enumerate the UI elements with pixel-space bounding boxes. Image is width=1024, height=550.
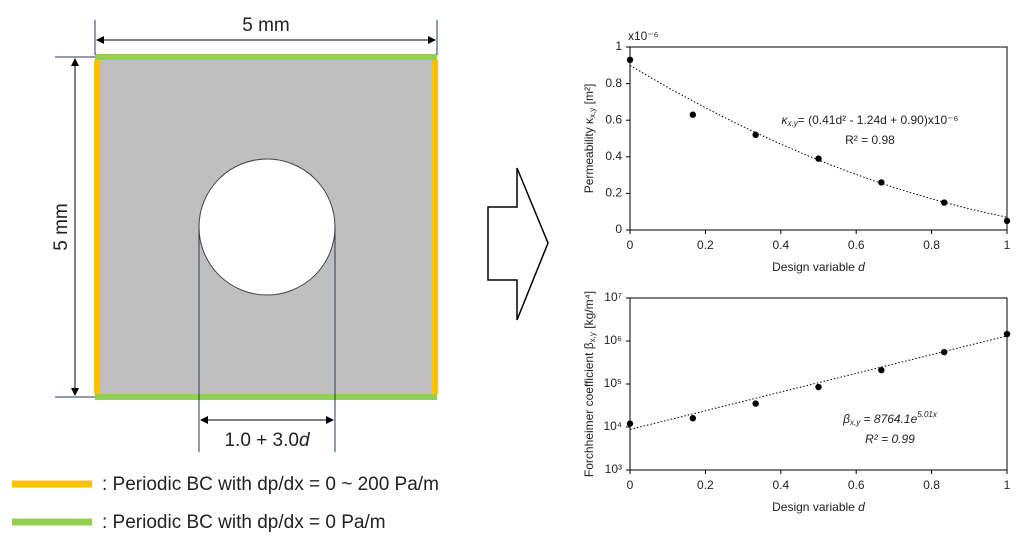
data-point [940,199,948,206]
x-tick-label: 0.8 [923,478,940,492]
y-axis-label: Forchheimer coefficient βx,y [kg/m⁴] [582,291,597,477]
data-point [815,383,822,391]
y-tick-label: 10⁵ [604,376,622,390]
x-tick-label: 0 [627,238,634,252]
data-point [878,366,885,374]
legend-label: : Periodic BC with dp/dx = 0 Pa/m [102,512,386,533]
data-point [815,155,822,162]
data-point [626,420,634,427]
data-point [752,131,759,139]
hole-dimension: 1.0 + 3.0d [224,430,310,451]
data-point [689,111,697,118]
r-squared: R² = 0.98 [845,133,895,147]
y-tick-label: 0.8 [605,76,622,90]
data-point [1003,217,1011,225]
fit-equation: κx,y= (0.41d² - 1.24d + 0.90)x10⁻⁶ [782,113,959,128]
x-tick-label: 0.2 [697,238,714,252]
data-point [878,179,885,186]
data-point [940,348,948,356]
data-point [626,56,634,64]
x-tick-label: 0.4 [772,238,789,252]
x-axis-label: Design variable d [772,500,865,514]
x-tick-label: 0.4 [772,478,789,492]
y-tick-label: 10³ [605,462,622,476]
y-tick-label: 10⁶ [604,333,622,347]
axis-multiplier: x10⁻⁶ [628,29,659,43]
x-axis-label: Design variable d [772,260,865,274]
left-dimension: 5 mm [51,203,72,251]
x-tick-label: 0.6 [848,478,865,492]
y-tick-label: 1 [615,39,622,53]
x-tick-label: 0.2 [697,478,714,492]
x-tick-label: 1 [1004,478,1011,492]
r-squared: R² = 0.99 [865,432,915,446]
x-tick-label: 0 [627,478,634,492]
y-tick-label: 0.2 [605,186,622,200]
y-tick-label: 10⁷ [604,290,622,304]
y-axis-label: Permeability κx,y [m²] [582,84,597,194]
fit-equation: βx,y = 8764.1e5.01x [842,410,938,427]
trendline [629,335,1008,430]
dimension-lines [55,20,438,452]
flow-arrow [487,167,549,321]
plot-frame [629,46,1008,231]
x-tick-label: 1 [1004,238,1011,252]
legend-label: : Periodic BC with dp/dx = 0 ~ 200 Pa/m [102,474,439,495]
x-tick-label: 0.8 [923,238,940,252]
y-tick-label: 0.6 [605,112,622,126]
trendline [629,64,1008,218]
data-point [752,400,759,407]
y-tick-label: 0 [615,222,622,236]
data-point [1003,330,1011,338]
x-tick-label: 0.6 [848,238,865,252]
data-point [689,415,697,422]
y-tick-label: 0.4 [605,149,622,163]
y-tick-label: 10⁴ [603,419,622,433]
top-dimension: 5 mm [242,15,290,36]
hole [198,158,336,296]
